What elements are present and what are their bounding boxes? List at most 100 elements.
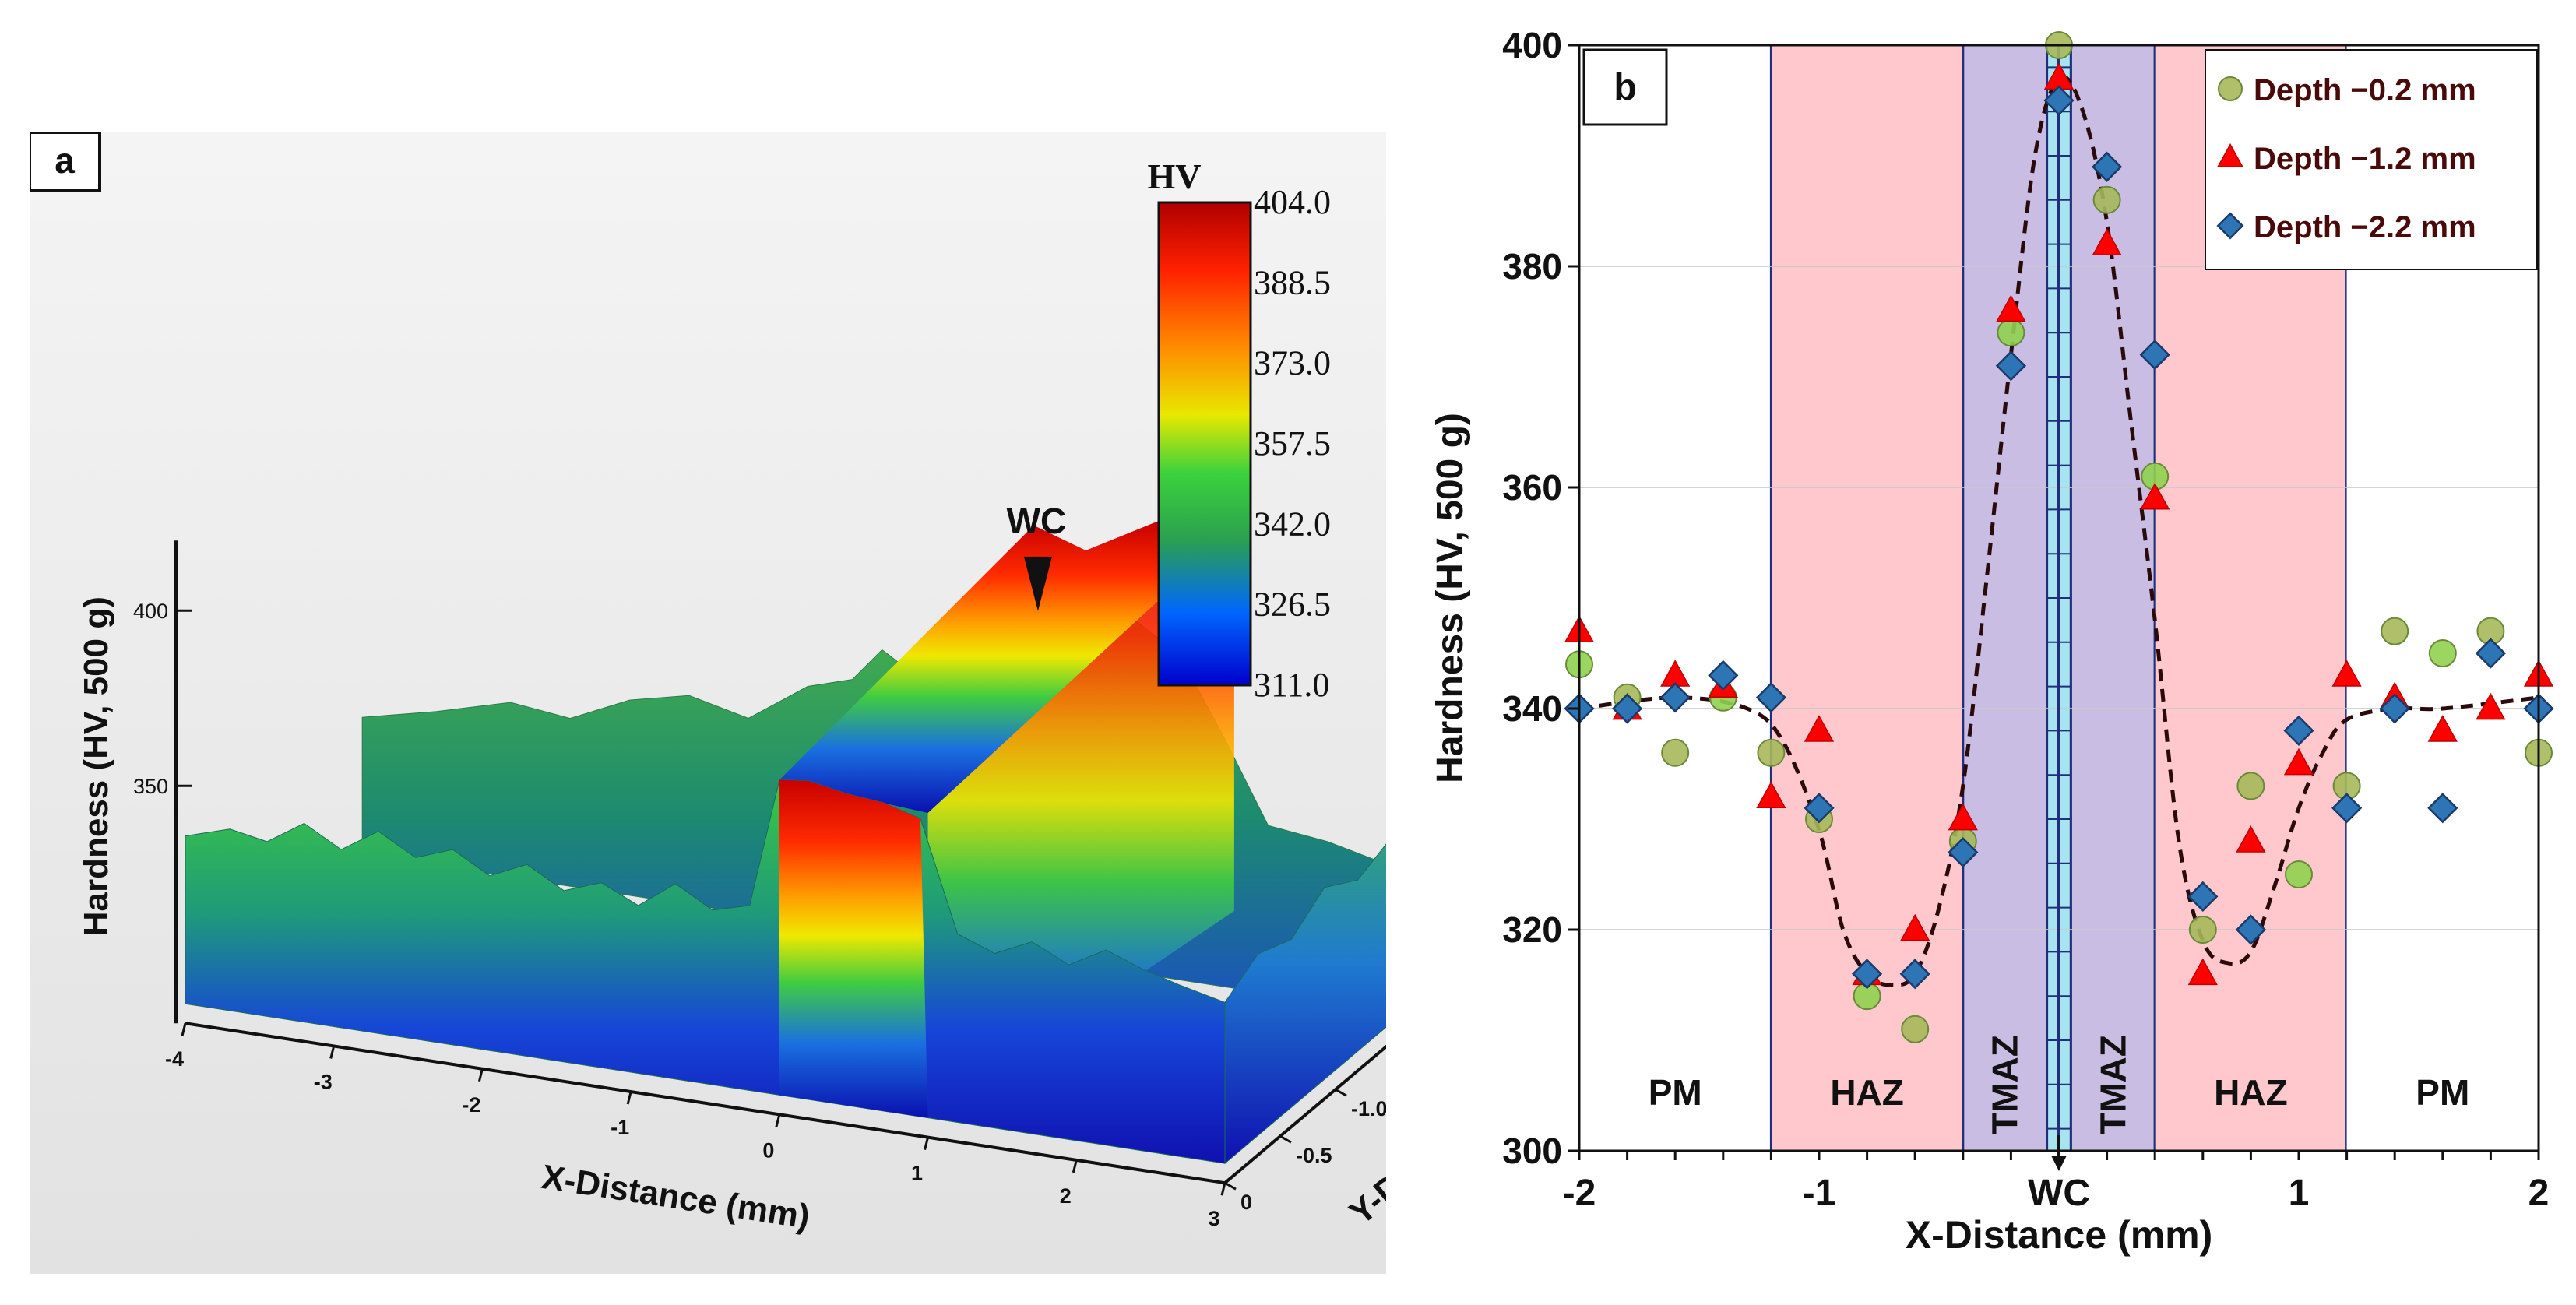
z-axis-title: Hardness (HV, 500 g) <box>77 596 115 936</box>
point-circle <box>2236 772 2265 800</box>
point-diamond <box>1995 350 2027 382</box>
zone-label: HAZ <box>2214 1072 2288 1113</box>
x-tick-mark <box>626 1091 632 1105</box>
zone-band <box>1962 44 2049 1152</box>
point-diamond <box>1948 836 1979 868</box>
point-diamond <box>1804 793 1835 824</box>
y-tick-mark <box>1224 1181 1237 1191</box>
x-tick-label: 1 <box>2289 1173 2310 1214</box>
point-triangle <box>2187 958 2218 986</box>
x-tick-mark <box>181 1022 187 1036</box>
point-diamond <box>2235 914 2267 945</box>
colorbar <box>1157 201 1252 687</box>
panel-label: a <box>55 140 75 181</box>
x-tick-mark <box>477 1068 484 1082</box>
wc-annotation: WC <box>1007 501 1067 541</box>
point-diamond <box>2475 638 2507 669</box>
point-triangle <box>1804 715 1835 742</box>
zone-label: TMAZ <box>1985 1035 2025 1134</box>
y-tick-label: 300 <box>1502 1131 1562 1171</box>
point-diamond <box>1899 959 1930 990</box>
legend-circle-icon <box>2218 76 2243 101</box>
point-diamond <box>1708 660 1739 691</box>
y-axis-title: Hardness (HV, 500 g) <box>1430 413 1471 783</box>
colorbar-title: HV <box>1148 157 1202 196</box>
legend: Depth −0.2 mm Depth −1.2 mm Depth −2.2 mm <box>2205 49 2538 270</box>
point-circle <box>2381 617 2409 645</box>
x-tick-label: 0 <box>762 1138 774 1162</box>
legend-diamond-icon <box>2216 212 2244 240</box>
panel-label-box <box>30 132 101 192</box>
surface-front-face <box>185 779 1226 1164</box>
x-axis-title: X-Distance (mm) <box>1906 1213 2213 1257</box>
y-tick-label: 400 <box>1502 25 1562 65</box>
colorbar-tick-label: 388.5 <box>1254 263 1331 301</box>
legend-label: Depth −1.2 mm <box>2254 142 2476 176</box>
y-tick-mark <box>1335 1088 1347 1097</box>
y-tick-mark <box>1279 1134 1292 1144</box>
y-tick-label: -1.0 <box>1351 1097 1386 1120</box>
zone-band <box>1579 45 1772 1151</box>
point-triangle <box>2140 482 2170 510</box>
x-tick-label: -4 <box>165 1047 184 1071</box>
axes-3d: -4-3-2-101230-0.5-1.0-1.5-2.0-2.5350400X… <box>30 132 1386 1236</box>
x-tick-label: -1 <box>1803 1173 1836 1214</box>
colorbar-tick-label: 373.0 <box>1254 344 1331 382</box>
panel-label-box <box>1582 48 1668 126</box>
x-axis-line <box>185 1022 1226 1185</box>
y-tick-label: -0.5 <box>1296 1144 1332 1167</box>
legend-label: Depth −0.2 mm <box>2254 73 2476 107</box>
point-triangle <box>2092 228 2122 255</box>
point-triangle <box>2236 825 2266 853</box>
point-triangle <box>2427 715 2458 742</box>
point-triangle <box>1756 781 1786 808</box>
data-points <box>1564 31 2554 1043</box>
y-tick-label: 320 <box>1502 909 1562 950</box>
point-diamond <box>2139 339 2170 371</box>
point-diamond <box>2331 793 2363 824</box>
point-triangle <box>2331 660 2362 687</box>
y-axis-line <box>1223 1044 1386 1184</box>
x-tick-label: -2 <box>462 1093 480 1117</box>
point-diamond <box>1611 693 1643 724</box>
surface-ridge-top <box>779 522 1234 814</box>
point-circle <box>1997 318 2025 347</box>
surface-plot: -4-3-2-101230-0.5-1.0-1.5-2.0-2.5350400X… <box>30 132 1386 1274</box>
legend-box <box>2205 49 2538 270</box>
point-triangle <box>2283 747 2314 776</box>
x-tick-mark <box>775 1113 781 1127</box>
colorbar-tick-label: 357.5 <box>1254 424 1331 463</box>
point-circle <box>1901 1015 1930 1043</box>
point-diamond <box>2283 715 2314 747</box>
colorbar-tick-label: 326.5 <box>1254 586 1331 624</box>
y-tick-label: 340 <box>1502 688 1562 729</box>
point-triangle <box>1996 294 2026 322</box>
surface-side-face <box>1224 843 1386 1165</box>
point-circle <box>2092 185 2121 214</box>
x-tick-label: -1 <box>611 1116 629 1139</box>
point-circle <box>1757 738 1786 767</box>
x-tick-label: 2 <box>1060 1184 1072 1208</box>
point-circle <box>2285 860 2313 888</box>
x-tick-mark <box>924 1137 930 1150</box>
panel-label: b <box>1614 67 1636 108</box>
x-tick-label: 1 <box>911 1162 923 1185</box>
legend-triangle-icon <box>2216 142 2244 167</box>
panel-b-scatter: PM HAZ TMAZ TMAZ HAZ PM 300 320 340 360 380 400 -2 -… <box>1388 0 2576 1305</box>
point-circle <box>2188 916 2217 944</box>
point-diamond <box>1851 959 1883 990</box>
zone-label: HAZ <box>1830 1072 1904 1113</box>
zone-label: PM <box>2416 1072 2469 1113</box>
point-triangle <box>1900 913 1930 941</box>
point-diamond <box>1659 682 1691 713</box>
point-diamond <box>2091 151 2123 182</box>
point-triangle <box>1948 803 1978 831</box>
colorbar-tick-label: 311.0 <box>1254 666 1329 704</box>
wc-arrow-icon <box>1023 556 1052 611</box>
x-tick-label: -3 <box>314 1070 333 1093</box>
zone-band <box>2069 44 2156 1152</box>
x-tick-mark <box>329 1046 336 1059</box>
colorbar-tick-label: 342.0 <box>1254 505 1331 543</box>
zone-label: TMAZ <box>2092 1035 2133 1134</box>
